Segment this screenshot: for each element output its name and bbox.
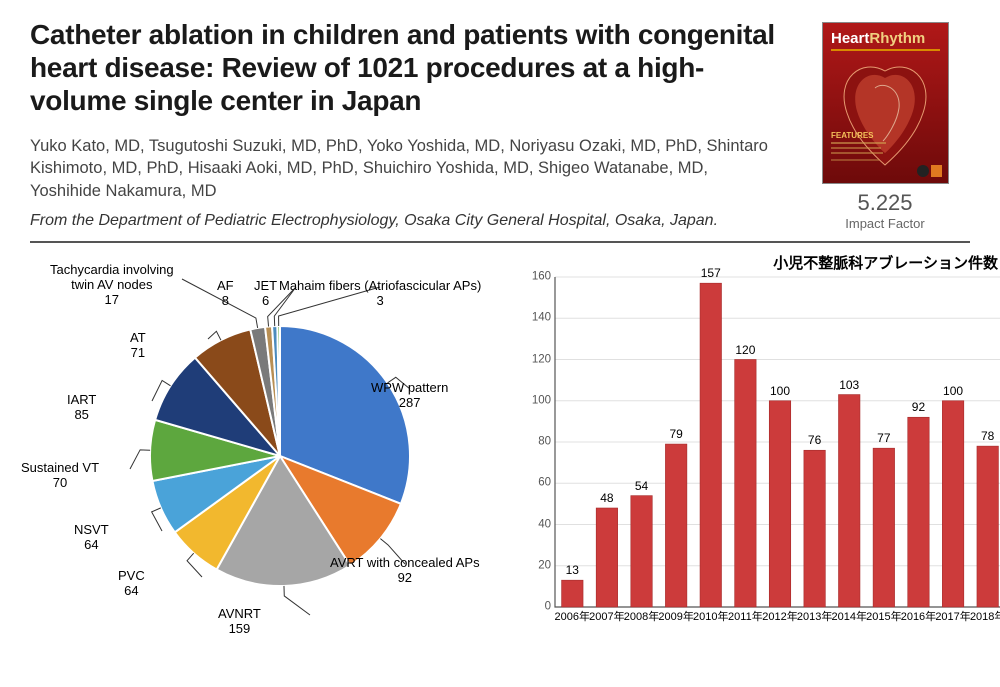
pie-slice-label: IART85 [67,393,96,423]
y-axis-label: 160 [521,270,551,283]
pie-leader-line [152,508,162,531]
pie-slice-label: Mahaim fibers (Atriofascicular APs)3 [279,279,481,309]
bar-value-label: 92 [903,401,933,415]
journal-cover-icon: HeartRhythm FEATURES [822,22,949,184]
bar [769,401,790,607]
bar-value-label: 120 [730,344,760,358]
bar-value-label: 157 [696,267,726,281]
pie-leader-line [208,331,221,340]
page-root: Catheter ablation in children and patien… [0,0,1000,687]
pie-slice-label: AVNRT159 [218,607,261,637]
impact-factor-label: Impact Factor [800,216,970,231]
bar-chart: 小児不整脈科アブレーション件数 0 20 40 60 80 100 120 140 160 13 2… [510,251,1000,641]
svg-text:FEATURES: FEATURES [831,131,874,140]
journal-sidebar: HeartRhythm FEATURES 5.225 Impact Factor [800,18,970,231]
bar-value-label: 48 [592,492,622,506]
bar [804,450,825,607]
bar [700,283,721,607]
section-divider [30,241,970,243]
bar-value-label: 79 [661,428,691,442]
article-title: Catheter ablation in children and patien… [30,18,780,117]
pie-slice-label: PVC64 [118,569,145,599]
y-axis-label: 100 [521,394,551,407]
y-axis-label: 80 [521,435,551,448]
bar-chart-svg [510,251,1000,641]
bar-value-label: 76 [800,434,830,448]
bar-value-label: 103 [834,379,864,393]
impact-factor-value: 5.225 [800,190,970,216]
bar [977,446,998,607]
pie-slice-label: WPW pattern287 [371,381,448,411]
x-axis-label: 2018年 [968,611,1000,624]
y-axis-label: 120 [521,353,551,366]
bar [908,417,929,607]
bar-value-label: 77 [869,432,899,446]
author-list: Yuko Kato, MD, Tsugutoshi Suzuki, MD, Ph… [30,135,780,202]
pie-leader-line [130,450,150,469]
pie-slice-label: AVRT with concealed APs92 [330,556,480,586]
charts-row: WPW pattern287 AVRT with concealed APs92 A… [30,251,970,641]
pie-slice-label: AT71 [130,331,146,361]
pie-slice-label: JET6 [254,279,277,309]
pie-slice-label: AF8 [217,279,234,309]
bar [873,448,894,607]
y-axis-label: 140 [521,312,551,325]
bar [942,401,963,607]
pie-slice-label: NSVT64 [74,523,109,553]
bar-value-label: 78 [973,430,1000,444]
bar-value-label: 100 [765,385,795,399]
y-axis-label: 40 [521,518,551,531]
pie-slice-label: Sustained VT70 [21,461,99,491]
bar-value-label: 13 [557,564,587,578]
svg-text:HeartRhythm: HeartRhythm [831,30,925,47]
header: Catheter ablation in children and patien… [30,18,970,231]
y-axis-label: 60 [521,477,551,490]
affiliation: From the Department of Pediatric Electro… [30,212,780,230]
pie-chart: WPW pattern287 AVRT with concealed APs92 A… [30,251,510,641]
bar [665,444,686,607]
bar [596,508,617,607]
pie-leader-line [284,586,310,615]
bar-value-label: 54 [627,480,657,494]
bar [631,496,652,607]
bar-value-label: 100 [938,385,968,399]
bar [839,395,860,607]
pie-slice-label: Tachycardia involvingtwin AV nodes17 [50,263,174,308]
bar-chart-title: 小児不整脈科アブレーション件数 [773,255,998,272]
y-axis-label: 0 [521,600,551,613]
header-left: Catheter ablation in children and patien… [30,18,800,230]
bar [735,360,756,608]
y-axis-label: 20 [521,559,551,572]
bar [562,580,583,607]
